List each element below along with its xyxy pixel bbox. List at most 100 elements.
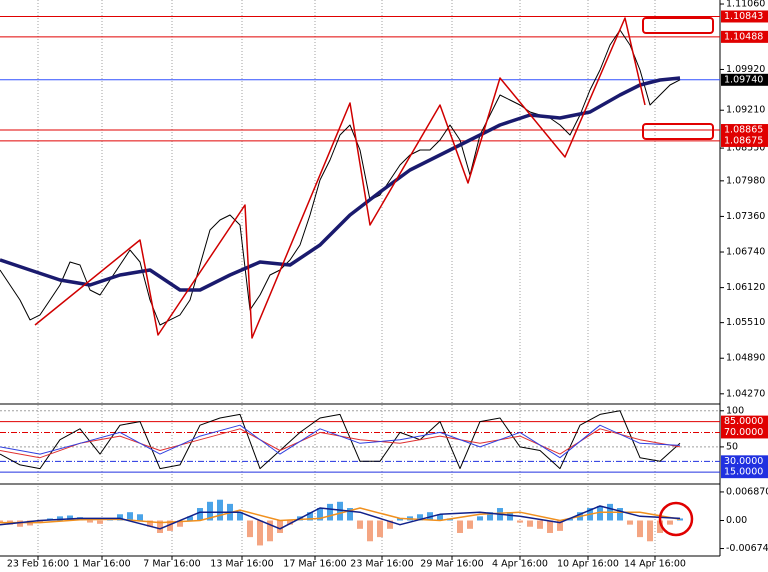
histogram-bar (247, 520, 253, 538)
y-tick-label: -0.0067446 (726, 543, 768, 554)
level-label-box (721, 466, 768, 479)
histogram-bar (487, 512, 493, 521)
histogram-bar (217, 499, 223, 521)
histogram-bar (557, 520, 563, 531)
histogram-bar (127, 512, 133, 521)
histogram-bar (367, 520, 373, 542)
histogram-bar (547, 520, 553, 533)
x-tick-label: 13 Mar 16:00 (210, 559, 273, 570)
histogram-bar (437, 514, 443, 521)
y-tick-label: 1.06740 (726, 247, 765, 258)
level-label-box (721, 73, 768, 86)
histogram-bar (527, 520, 533, 527)
histogram-bar (67, 515, 73, 521)
histogram-bar (627, 520, 633, 525)
y-tick-label: 1.07980 (726, 175, 765, 186)
annotation-circle (658, 501, 694, 537)
histogram-bar (337, 501, 343, 521)
x-tick-label: 29 Mar 16:00 (420, 559, 483, 570)
histogram-bar (377, 520, 383, 538)
histogram-bar (637, 520, 643, 538)
x-tick-label: 4 Apr 16:00 (492, 559, 548, 570)
y-tick-label: 1.05510 (726, 317, 765, 328)
y-tick-label: 1.04890 (726, 353, 765, 364)
histogram-bar (307, 512, 313, 521)
histogram-bar (357, 520, 363, 529)
histogram-bar (347, 508, 353, 521)
x-tick-label: 7 Mar 16:00 (143, 559, 200, 570)
histogram-bar (87, 520, 93, 523)
histogram-bar (617, 508, 623, 521)
y-tick-label: 1.09920 (726, 64, 765, 75)
histogram-bar (387, 520, 393, 529)
y-tick-label: 0.0068709 (726, 486, 768, 497)
x-tick-label: 17 Mar 16:00 (283, 559, 346, 570)
histogram-bar (167, 520, 173, 531)
histogram-bar (147, 520, 153, 527)
histogram-bar (677, 518, 683, 521)
histogram-bar (517, 520, 523, 523)
histogram-bar (177, 520, 183, 527)
level-label-box (721, 455, 768, 468)
annotation-box (642, 17, 714, 34)
histogram-bar (657, 520, 663, 533)
series-line (0, 76, 681, 292)
level-label-box (721, 30, 768, 43)
histogram-bar (187, 516, 193, 521)
histogram-bar (597, 505, 603, 521)
level-label: 30.0000 (724, 456, 763, 467)
level-label-box (721, 10, 768, 23)
histogram-bar (257, 520, 263, 546)
histogram-bar (0, 520, 3, 523)
y-tick-label: 1.04270 (726, 388, 765, 399)
y-tick-label: 100 (726, 405, 744, 416)
level-label: 15.0000 (724, 467, 763, 478)
histogram-bar (157, 520, 163, 533)
y-tick-label: 1.07360 (726, 211, 765, 222)
y-tick-label: 50 (726, 441, 738, 452)
histogram-bar (457, 520, 463, 533)
annotation-box (642, 123, 714, 140)
level-label: 70.0000 (724, 427, 763, 438)
series-line (0, 29, 681, 326)
histogram-bar (467, 520, 473, 529)
histogram-bar (317, 508, 323, 521)
level-label-box (721, 426, 768, 439)
histogram-bar (647, 520, 653, 542)
x-tick-label: 23 Feb 16:00 (7, 559, 69, 570)
series-line (34, 17, 646, 339)
level-label-box (721, 415, 768, 428)
histogram-bar (57, 516, 63, 521)
histogram-bar (267, 520, 273, 542)
histogram-bar (327, 503, 333, 521)
x-tick-label: 1 Mar 16:00 (73, 559, 130, 570)
x-tick-label: 23 Mar 16:00 (350, 559, 413, 570)
histogram-bar (397, 518, 403, 521)
y-tick-label: 1.08550 (726, 143, 765, 154)
histogram-bar (277, 520, 283, 533)
histogram-bar (17, 520, 23, 527)
level-label: 1.10488 (724, 31, 763, 42)
histogram-bar (417, 514, 423, 521)
level-label: 1.08865 (724, 125, 763, 136)
histogram-bar (507, 512, 513, 521)
histogram-bar (37, 520, 43, 523)
y-tick-label: 1.09210 (726, 105, 765, 116)
level-label-box (721, 124, 768, 137)
y-tick-label: 1.06120 (726, 282, 765, 293)
x-tick-label: 14 Apr 16:00 (624, 559, 686, 570)
series-line (0, 505, 681, 530)
level-label: 85.0000 (724, 416, 763, 427)
histogram-bar (207, 501, 213, 521)
histogram-bar (287, 520, 293, 525)
histogram-bar (477, 516, 483, 521)
histogram-bar (197, 508, 203, 521)
y-tick-label: 1.11060 (726, 0, 765, 10)
series-line (0, 424, 681, 459)
histogram-bar (667, 520, 673, 525)
level-label-box (721, 134, 768, 147)
